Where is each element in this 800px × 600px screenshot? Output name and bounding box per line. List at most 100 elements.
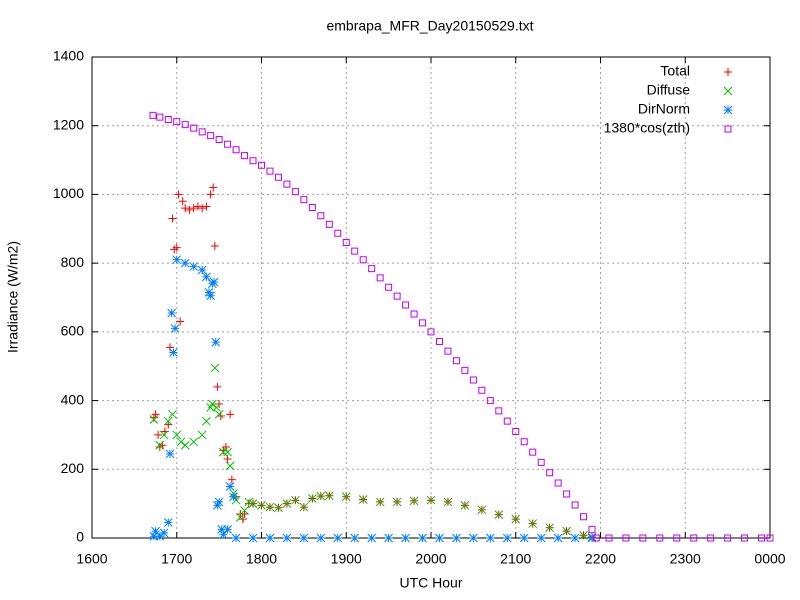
point <box>209 183 218 192</box>
point <box>223 454 232 463</box>
point <box>165 343 174 352</box>
point <box>180 258 190 268</box>
point <box>469 376 477 384</box>
point <box>402 301 410 309</box>
point <box>189 204 198 213</box>
point <box>181 204 190 213</box>
x-tick-label: 1600 <box>76 551 107 567</box>
point <box>334 229 342 237</box>
point <box>164 116 172 124</box>
point <box>478 386 486 394</box>
point <box>176 437 186 447</box>
point <box>151 410 160 419</box>
point <box>168 409 177 419</box>
point <box>545 523 555 533</box>
point <box>342 239 350 247</box>
point <box>359 256 367 264</box>
point <box>202 272 211 282</box>
point <box>656 534 664 542</box>
point <box>155 531 165 541</box>
point <box>248 533 258 543</box>
point <box>605 534 613 542</box>
point <box>283 180 291 188</box>
y-tick-label: 400 <box>61 391 85 407</box>
point <box>257 501 266 510</box>
point <box>204 287 214 297</box>
point <box>469 533 478 543</box>
point <box>592 534 600 542</box>
point <box>367 533 377 543</box>
point <box>690 534 698 542</box>
point <box>149 111 157 119</box>
point <box>529 448 537 456</box>
x-tick-label: 2000 <box>415 551 446 567</box>
point <box>274 173 282 181</box>
point <box>368 265 376 273</box>
point <box>210 241 219 250</box>
legend-label: Diffuse <box>647 82 691 98</box>
point <box>444 347 452 355</box>
point <box>149 531 159 541</box>
point <box>215 135 223 143</box>
point <box>225 482 235 491</box>
point <box>622 534 630 542</box>
x-tick-label: 1700 <box>161 551 192 567</box>
point <box>282 533 292 543</box>
point <box>223 447 232 457</box>
point <box>588 525 596 533</box>
y-tick-label: 0 <box>76 529 84 545</box>
point <box>316 491 326 501</box>
point <box>537 458 545 466</box>
y-tick-label: 800 <box>61 254 85 270</box>
point <box>266 167 274 175</box>
point <box>460 501 470 510</box>
y-tick-label: 200 <box>61 460 85 476</box>
point <box>227 475 236 484</box>
point <box>163 518 173 527</box>
point <box>300 196 308 204</box>
point <box>410 310 418 318</box>
point <box>324 491 334 501</box>
point <box>207 399 217 409</box>
point <box>427 328 435 336</box>
point <box>419 319 427 327</box>
point <box>486 397 494 405</box>
point <box>217 525 227 534</box>
point <box>172 255 182 265</box>
point <box>168 214 177 223</box>
point <box>214 409 224 419</box>
point <box>172 430 182 440</box>
y-axis-label: Irradiance (W/m2) <box>5 241 21 353</box>
point <box>197 430 207 440</box>
point <box>223 525 232 534</box>
point <box>307 494 317 503</box>
point <box>571 501 579 509</box>
point <box>202 202 211 211</box>
point <box>587 533 597 543</box>
point <box>173 118 181 126</box>
point <box>198 204 207 213</box>
point <box>176 317 185 326</box>
point <box>258 161 265 169</box>
point <box>563 490 571 498</box>
point <box>189 262 199 271</box>
point <box>240 506 249 515</box>
point <box>163 416 173 426</box>
point <box>229 492 238 502</box>
point <box>193 202 202 211</box>
point <box>512 427 520 435</box>
point <box>226 410 235 419</box>
point <box>350 533 360 543</box>
point <box>375 497 385 507</box>
point <box>167 308 177 318</box>
legend-marker <box>723 86 733 96</box>
point <box>766 534 774 542</box>
point <box>520 438 528 446</box>
y-tick-label: 600 <box>61 323 85 339</box>
point <box>213 501 222 510</box>
x-tick-label: 2200 <box>585 551 616 567</box>
point <box>392 497 402 507</box>
point <box>274 503 283 513</box>
point <box>165 449 175 459</box>
